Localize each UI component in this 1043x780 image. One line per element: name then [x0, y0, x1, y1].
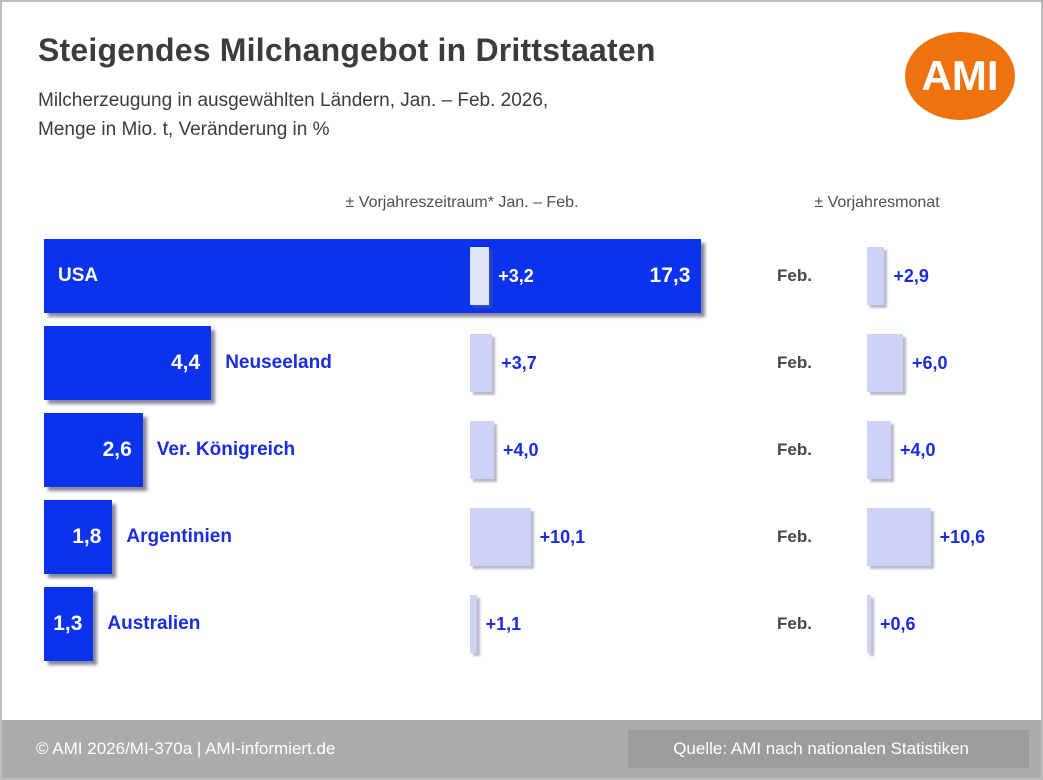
- chart-row-usa: USA 17,3 +3,2 Feb. +2,9: [44, 239, 1034, 313]
- footer-copyright: © AMI 2026/MI-370a | AMI-informiert.de: [36, 739, 336, 758]
- ami-logo: AMI: [905, 32, 1015, 120]
- month-period-label: Feb.: [777, 353, 812, 372]
- page-title: Steigendes Milchangebot in Drittstaaten: [38, 32, 656, 68]
- month-period-label: Feb.: [777, 614, 812, 633]
- chart-area: USA 17,3 +3,2 Feb. +2,9 4,4 Neuseeland +…: [44, 239, 1034, 679]
- chart-row-neuseeland: 4,4 Neuseeland +3,7 Feb. +6,0: [44, 326, 1034, 400]
- month-change-value: +2,9: [893, 266, 929, 286]
- month-period-label: Feb.: [777, 527, 812, 546]
- month-change-bar: [867, 508, 931, 566]
- volume-value: 1,3: [53, 612, 83, 635]
- chart-row-australien: 1,3 Australien +1,1 Feb. +0,6: [44, 587, 1034, 661]
- month-change-bar: [867, 421, 891, 479]
- month-period-label: Feb.: [777, 440, 812, 459]
- column-header-ytd: ± Vorjahreszeitraum* Jan. – Feb.: [345, 194, 579, 211]
- ytd-change-value: +1,1: [485, 614, 522, 634]
- ami-logo-text: AMI: [921, 52, 999, 99]
- volume-value: 4,4: [170, 351, 201, 374]
- volume-bar: 4,4: [44, 326, 212, 400]
- ytd-change-bar: [470, 334, 493, 392]
- month-change-bar: [867, 595, 871, 653]
- country-label: Australien: [107, 613, 201, 634]
- country-label: Ver. Königreich: [156, 439, 296, 460]
- month-change-value: +10,6: [939, 527, 986, 547]
- ytd-change-value: +3,2: [498, 266, 534, 286]
- country-label: USA: [58, 265, 99, 286]
- ytd-change-bar: [470, 247, 490, 305]
- footer-source: Quelle: AMI nach nationalen Statistiken: [628, 730, 1029, 768]
- ytd-change-value: +4,0: [503, 440, 539, 460]
- volume-bar: USA 17,3: [44, 239, 702, 313]
- subtitle-line-1: Milcherzeugung in ausgewählten Ländern, …: [38, 90, 549, 111]
- month-change-value: +6,0: [912, 353, 948, 373]
- ytd-change-value: +3,7: [501, 353, 537, 373]
- ytd-change-bar: [470, 421, 494, 479]
- volume-value: 2,6: [102, 438, 132, 461]
- month-change-bar: [867, 334, 903, 392]
- ytd-change-bar: [470, 595, 477, 653]
- column-header-month: ± Vorjahresmonat: [814, 194, 940, 211]
- month-change-value: +0,6: [880, 614, 916, 634]
- ytd-change-bar: [470, 508, 531, 566]
- footer-bar: © AMI 2026/MI-370a | AMI-informiert.de Q…: [2, 720, 1041, 778]
- month-change-bar: [867, 247, 885, 305]
- volume-value: 1,8: [72, 525, 102, 548]
- volume-bar: 1,8: [44, 500, 113, 574]
- subtitle-line-2: Menge in Mio. t, Veränderung in %: [38, 119, 330, 140]
- volume-bar: 2,6: [44, 413, 143, 487]
- volume-bar: 1,3: [44, 587, 94, 661]
- country-label: Argentinien: [126, 526, 232, 547]
- chart-row-ver-koenigreich: 2,6 Ver. Königreich +4,0 Feb. +4,0: [44, 413, 1034, 487]
- volume-value: 17,3: [649, 264, 691, 287]
- page-subtitle: Milcherzeugung in ausgewählten Ländern, …: [38, 86, 548, 144]
- month-period-label: Feb.: [777, 266, 812, 285]
- chart-row-argentinien: 1,8 Argentinien +10,1 Feb. +10,6: [44, 500, 1034, 574]
- country-label: Neuseeland: [225, 352, 332, 373]
- ytd-change-value: +10,1: [539, 527, 586, 547]
- month-change-value: +4,0: [900, 440, 936, 460]
